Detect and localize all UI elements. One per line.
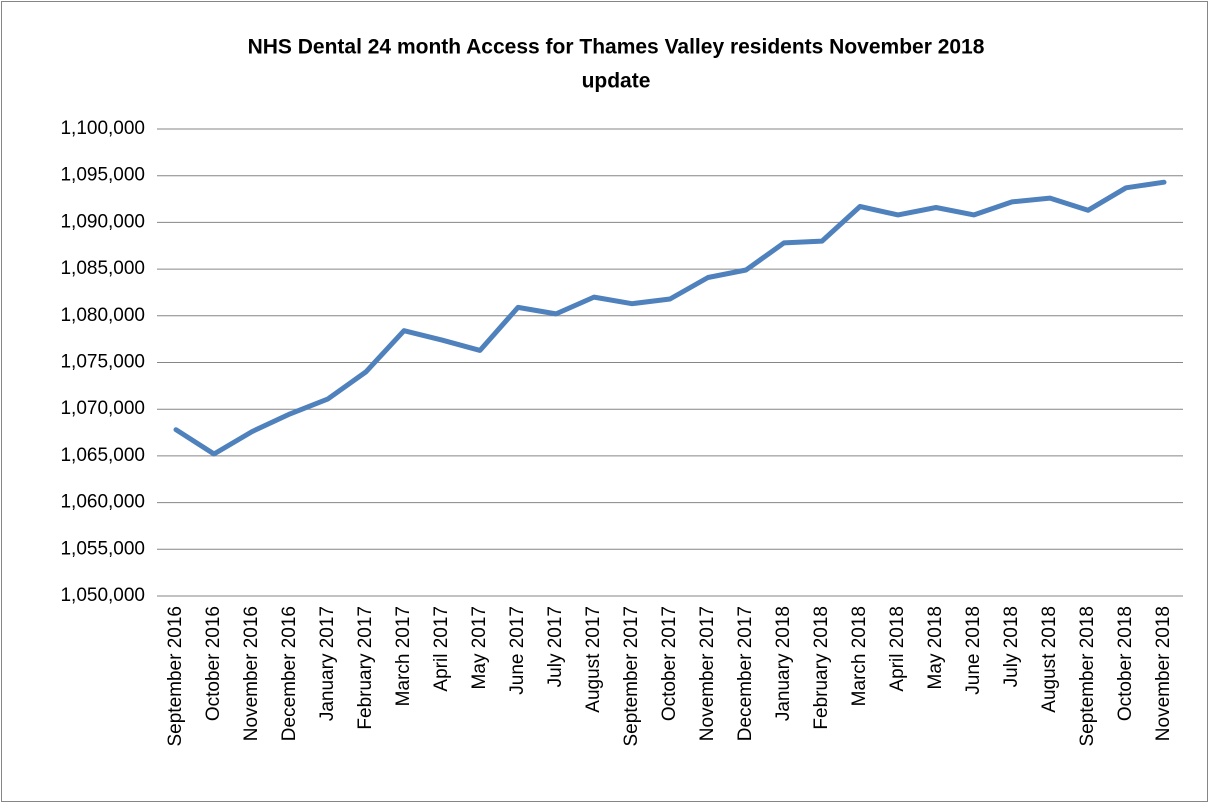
y-tick-label: 1,075,000 [60, 352, 145, 373]
x-tick-label: March 2017 [393, 606, 414, 706]
x-tick-label: December 2016 [279, 606, 300, 741]
y-tick-label: 1,095,000 [60, 165, 145, 186]
x-tick-label: June 2018 [963, 606, 984, 695]
x-tick-label: May 2018 [925, 606, 946, 689]
x-tick-label: September 2016 [165, 606, 186, 747]
x-tick-label: February 2017 [355, 606, 376, 730]
x-tick-label: September 2017 [621, 606, 642, 747]
x-tick-label: April 2017 [431, 606, 452, 692]
x-tick-label: November 2018 [1153, 606, 1174, 741]
x-tick-label: July 2017 [545, 606, 566, 687]
y-tick-label: 1,050,000 [60, 585, 145, 606]
x-tick-label: August 2017 [583, 606, 604, 713]
y-tick-label: 1,080,000 [60, 305, 145, 326]
x-tick-label: January 2017 [317, 606, 338, 721]
x-tick-label: March 2018 [849, 606, 870, 706]
x-tick-label: January 2018 [773, 606, 794, 721]
x-tick-label: April 2018 [887, 606, 908, 692]
chart-title: NHS Dental 24 month Access for Thames Va… [248, 36, 985, 59]
x-tick-label: August 2018 [1039, 606, 1060, 713]
x-tick-label: May 2017 [469, 606, 490, 689]
y-tick-label: 1,060,000 [60, 492, 145, 513]
x-tick-label: September 2018 [1077, 606, 1098, 747]
y-tick-label: 1,055,000 [60, 538, 145, 559]
y-tick-label: 1,090,000 [60, 211, 145, 232]
y-tick-label: 1,070,000 [60, 398, 145, 419]
x-tick-label: December 2017 [735, 606, 756, 741]
y-tick-label: 1,065,000 [60, 445, 145, 466]
x-tick-label: October 2018 [1115, 606, 1136, 721]
x-tick-label: October 2017 [659, 606, 680, 721]
chart-title: update [582, 70, 651, 93]
y-tick-label: 1,100,000 [60, 118, 145, 139]
x-tick-label: October 2016 [203, 606, 224, 721]
x-tick-label: November 2016 [241, 606, 262, 741]
x-tick-label: November 2017 [697, 606, 718, 741]
x-tick-label: July 2018 [1001, 606, 1022, 687]
data-line [173, 179, 1167, 457]
x-tick-label: February 2018 [811, 606, 832, 730]
x-tick-label: June 2017 [507, 606, 528, 695]
y-tick-label: 1,085,000 [60, 258, 145, 279]
